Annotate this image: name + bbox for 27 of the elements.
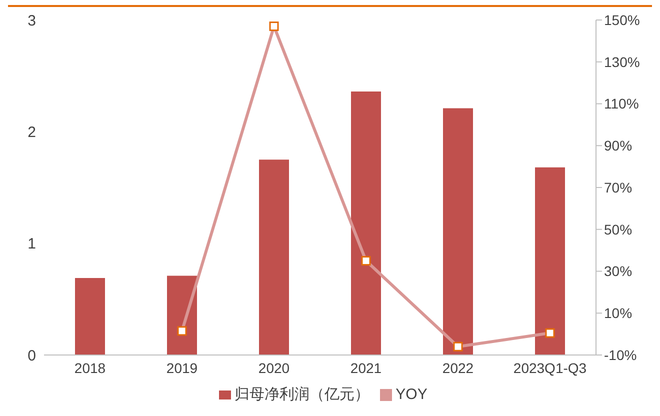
y2-tick-label: 150% (604, 12, 640, 28)
bar (167, 276, 197, 355)
x-tick-label: 2018 (74, 360, 106, 376)
y-tick-label: 2 (28, 124, 36, 141)
y-tick-label: 0 (28, 347, 36, 364)
y2-tick-label: 30% (604, 263, 632, 280)
x-tick-label: 2019 (166, 360, 198, 376)
y2-tick-label: 90% (604, 138, 632, 154)
y-tick-label: 1 (28, 236, 36, 253)
y2-tick-label: 50% (604, 221, 632, 238)
x-tick-label: 2020 (258, 360, 290, 376)
y2-tick-label: 70% (604, 179, 632, 196)
x-tick-label: 2023Q1-Q3 (513, 360, 587, 376)
bar (535, 167, 565, 355)
x-tick-label: 2022 (442, 360, 474, 376)
bar (443, 108, 473, 355)
y2-tick-label: 130% (604, 54, 640, 70)
legend-label: YOY (396, 386, 428, 403)
y2-tick-label: 110% (604, 96, 639, 112)
bar (351, 91, 381, 355)
y2-tick-label: -10% (604, 346, 637, 363)
bar (259, 160, 289, 355)
legend-label: 归母净利润（亿元） (234, 386, 370, 403)
x-tick-label: 2021 (350, 360, 382, 376)
y-tick-label: 3 (28, 12, 36, 30)
y2-tick-label: 10% (604, 305, 632, 322)
bar (75, 278, 105, 355)
